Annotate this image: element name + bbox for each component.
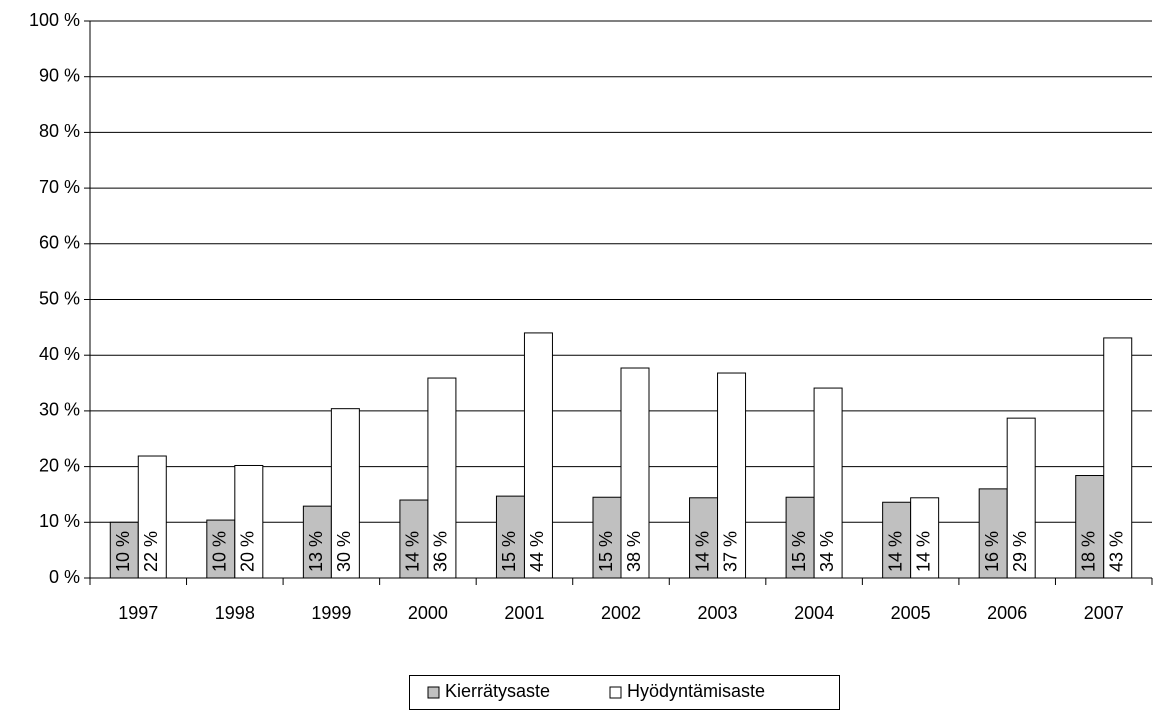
x-tick-label: 2002: [601, 603, 641, 623]
value-label: 15 %: [596, 531, 616, 572]
legend-label: Kierrätysaste: [445, 681, 550, 701]
bar: [717, 372, 747, 579]
y-tick-label: 20 %: [39, 455, 80, 475]
bar: [978, 488, 1008, 579]
value-label: 37 %: [720, 531, 740, 572]
bar: [399, 499, 429, 579]
value-label: 15 %: [499, 531, 519, 572]
bar: [1075, 475, 1105, 579]
bar: [813, 387, 843, 579]
value-label: 29 %: [1010, 531, 1030, 572]
legend-swatch: [609, 686, 622, 699]
legend-swatch: [427, 686, 440, 699]
bar: [910, 497, 940, 579]
bar: [427, 377, 457, 579]
value-label: 22 %: [141, 531, 161, 572]
value-label: 18 %: [1078, 531, 1098, 572]
bar: [620, 367, 650, 579]
value-label: 14 %: [913, 531, 933, 572]
x-tick-label: 2006: [987, 603, 1027, 623]
value-label: 14 %: [692, 531, 712, 572]
bar: [495, 495, 525, 579]
value-label: 44 %: [527, 531, 547, 572]
y-tick-label: 10 %: [39, 511, 80, 531]
value-label: 10 %: [210, 531, 230, 572]
value-label: 30 %: [334, 531, 354, 572]
bar: [330, 408, 360, 579]
bar: [137, 455, 167, 579]
bar: [689, 497, 719, 579]
y-tick-label: 100 %: [29, 10, 80, 30]
value-label: 16 %: [982, 531, 1002, 572]
legend-box: [409, 675, 840, 710]
value-label: 36 %: [431, 531, 451, 572]
value-label: 10 %: [113, 531, 133, 572]
bar: [785, 496, 815, 579]
bar: [1103, 337, 1133, 579]
x-tick-label: 2007: [1084, 603, 1124, 623]
x-tick-label: 1997: [118, 603, 158, 623]
y-tick-label: 40 %: [39, 344, 80, 364]
x-tick-label: 2003: [698, 603, 738, 623]
y-tick-label: 90 %: [39, 65, 80, 85]
y-tick-label: 0 %: [49, 567, 80, 587]
value-label: 14 %: [403, 531, 423, 572]
x-tick-label: 2000: [408, 603, 448, 623]
legend-label: Hyödyntämisaste: [627, 681, 765, 701]
y-tick-label: 60 %: [39, 233, 80, 253]
bar: [206, 519, 236, 579]
bar: [109, 521, 139, 579]
bar: [592, 496, 622, 579]
value-label: 15 %: [789, 531, 809, 572]
bar: [523, 332, 553, 579]
y-tick-label: 30 %: [39, 400, 80, 420]
y-tick-label: 70 %: [39, 177, 80, 197]
value-label: 43 %: [1106, 531, 1126, 572]
x-tick-label: 2004: [794, 603, 834, 623]
value-label: 13 %: [306, 531, 326, 572]
bar: [302, 505, 332, 579]
value-label: 34 %: [817, 531, 837, 572]
bar: [1006, 417, 1036, 579]
value-label: 14 %: [885, 531, 905, 572]
y-tick-label: 80 %: [39, 121, 80, 141]
x-tick-label: 2005: [891, 603, 931, 623]
x-tick-label: 1998: [215, 603, 255, 623]
value-label: 20 %: [238, 531, 258, 572]
value-label: 38 %: [624, 531, 644, 572]
x-tick-label: 2001: [504, 603, 544, 623]
y-tick-label: 50 %: [39, 288, 80, 308]
x-tick-label: 1999: [311, 603, 351, 623]
